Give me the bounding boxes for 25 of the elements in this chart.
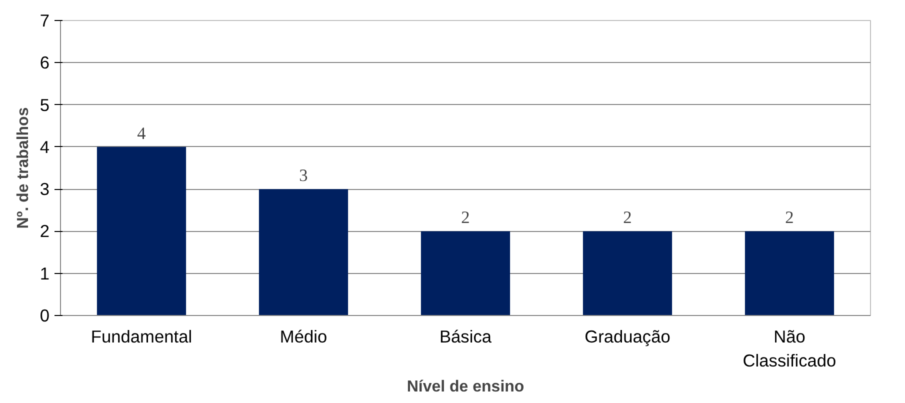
- x-tick-label: Não Classificado: [742, 326, 836, 370]
- bar: [744, 231, 834, 316]
- bar: [420, 231, 510, 316]
- data-label: 2: [785, 208, 794, 228]
- bar: [258, 189, 348, 316]
- y-tick-label: 1: [40, 263, 50, 284]
- y-tick-label: 3: [40, 179, 50, 200]
- y-axis-title: Nº. de trabalhos: [14, 107, 32, 229]
- bar: [582, 231, 672, 316]
- x-tick-label: Médio: [280, 326, 328, 346]
- x-tick-label: Graduação: [584, 326, 670, 346]
- y-tick-label: 4: [40, 136, 50, 157]
- bar: [96, 146, 186, 316]
- y-tick-label: 0: [40, 306, 50, 326]
- y-tick-label: 6: [40, 52, 50, 73]
- x-tick-label: Básica: [439, 326, 492, 346]
- data-label: 4: [137, 124, 146, 143]
- data-label: 2: [461, 208, 470, 228]
- x-axis-title: Nível de ensino: [406, 378, 524, 396]
- x-tick-label: Fundamental: [90, 326, 192, 346]
- y-tick-label: 2: [40, 221, 50, 242]
- y-tick-label: 5: [40, 94, 50, 115]
- y-tick-label: 7: [40, 10, 50, 30]
- data-label: 3: [299, 166, 308, 186]
- data-label: 2: [623, 208, 632, 228]
